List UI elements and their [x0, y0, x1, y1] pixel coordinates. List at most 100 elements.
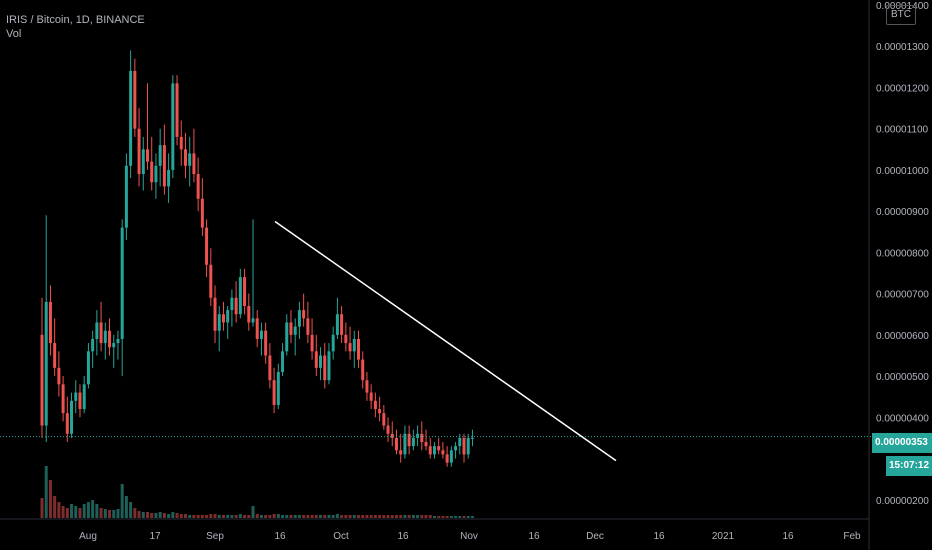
- candle-body: [470, 437, 474, 439]
- candle-body: [369, 392, 373, 401]
- price-tick-label: 0.00001200: [876, 83, 929, 94]
- candle-body: [65, 413, 69, 434]
- candle-body: [188, 153, 192, 166]
- candle-body: [357, 338, 360, 360]
- time-tick-label: 16: [653, 531, 665, 542]
- volume-bar: [416, 515, 420, 518]
- volume-bar: [327, 515, 331, 518]
- candle-body: [53, 343, 57, 368]
- currency-badge[interactable]: BTC: [886, 5, 916, 25]
- volume-bar: [331, 515, 335, 518]
- volume-bar: [205, 515, 209, 518]
- volume-bar: [445, 516, 449, 518]
- candle-body: [40, 334, 44, 426]
- volume-bar: [403, 515, 407, 518]
- candle-body: [209, 264, 213, 298]
- candle-body: [361, 359, 365, 381]
- volume-bar: [386, 515, 390, 518]
- trendline[interactable]: [274, 220, 617, 462]
- price-tick-label: 0.00000500: [876, 372, 929, 383]
- volume-bar: [357, 515, 360, 518]
- price-tick-label: 0.00001000: [876, 166, 929, 177]
- price-tick-label: 0.00000900: [876, 207, 929, 218]
- time-tick-label: 16: [397, 531, 409, 542]
- candle-body: [217, 314, 221, 331]
- time-axis[interactable]: Aug 17 Sep 16 Oct 16 Nov 16 Dec 16 2021 16 Feb: [0, 518, 869, 542]
- candle-body: [103, 330, 107, 344]
- volume-bar: [348, 515, 352, 518]
- volume-bar: [432, 516, 436, 518]
- volume-bar: [289, 515, 293, 518]
- volume-bar: [399, 515, 403, 518]
- volume-bar: [306, 515, 310, 518]
- candle-body: [297, 310, 301, 327]
- time-tick-label: Dec: [586, 531, 604, 542]
- volume-bar: [230, 515, 234, 518]
- volume-bar: [276, 514, 280, 518]
- candle-body: [340, 314, 344, 335]
- candle-body: [390, 433, 394, 438]
- price-tick-label: 0.00001400: [876, 1, 929, 12]
- volume-bar: [411, 515, 415, 518]
- candle-body: [268, 355, 272, 381]
- time-tick-label: Sep: [206, 531, 224, 542]
- candle-body: [335, 314, 339, 335]
- volume-bar: [259, 515, 263, 518]
- volume-bar: [133, 508, 137, 518]
- candle-body: [319, 355, 323, 368]
- candle-body: [74, 392, 78, 401]
- time-tick-label: 16: [782, 531, 794, 542]
- volume-bar: [462, 516, 466, 518]
- price-axis[interactable]: 0.00001400 0.00001300 0.00001200 0.00001100…: [868, 0, 929, 550]
- candle-body: [432, 446, 436, 455]
- volume-bar: [247, 515, 251, 518]
- volume-bar: [285, 515, 289, 518]
- volume-bar: [196, 515, 200, 518]
- candle-body: [454, 446, 458, 451]
- volume-bar: [454, 516, 458, 518]
- candle-body: [230, 297, 234, 311]
- volume-bar: [335, 514, 339, 518]
- candle-body: [183, 149, 187, 166]
- candle-body: [137, 128, 141, 175]
- candle-body: [289, 322, 293, 335]
- volume-bar: [146, 512, 149, 518]
- volume-bar: [167, 514, 171, 518]
- candle-body: [108, 330, 112, 348]
- candle-body: [150, 161, 154, 183]
- candle-body: [99, 322, 103, 344]
- candle-body: [95, 322, 99, 339]
- candle-body: [382, 413, 386, 426]
- volume-bar: [441, 516, 445, 518]
- candle-body: [411, 437, 415, 447]
- candle-body: [394, 437, 398, 451]
- volume-bar: [209, 514, 213, 518]
- time-tick-label: Feb: [843, 531, 861, 542]
- volume-label: Vol: [6, 28, 22, 40]
- volume-bar: [129, 502, 133, 518]
- candle-body: [78, 392, 82, 410]
- candle-body: [179, 136, 183, 150]
- volume-bar: [243, 515, 247, 518]
- candle-body: [120, 227, 124, 339]
- volume-bar: [95, 504, 99, 518]
- volume-bar: [188, 515, 192, 518]
- volume-bar: [361, 515, 365, 518]
- volume-bar: [293, 515, 297, 518]
- candle-body: [285, 322, 289, 352]
- volume-bar: [458, 516, 462, 518]
- candle-body: [167, 169, 171, 187]
- candle-body: [327, 351, 331, 381]
- volume-bar: [352, 515, 356, 518]
- candle-body: [154, 165, 158, 183]
- volume-bars: [40, 466, 474, 518]
- volume-bar: [48, 480, 52, 518]
- candle-body: [162, 145, 166, 187]
- volume-bar: [365, 515, 369, 518]
- volume-bar: [171, 512, 175, 518]
- time-tick-label: 16: [274, 531, 286, 542]
- volume-bar: [281, 515, 285, 518]
- price-tick-label: 0.00000400: [876, 413, 929, 424]
- candle-body: [323, 355, 327, 381]
